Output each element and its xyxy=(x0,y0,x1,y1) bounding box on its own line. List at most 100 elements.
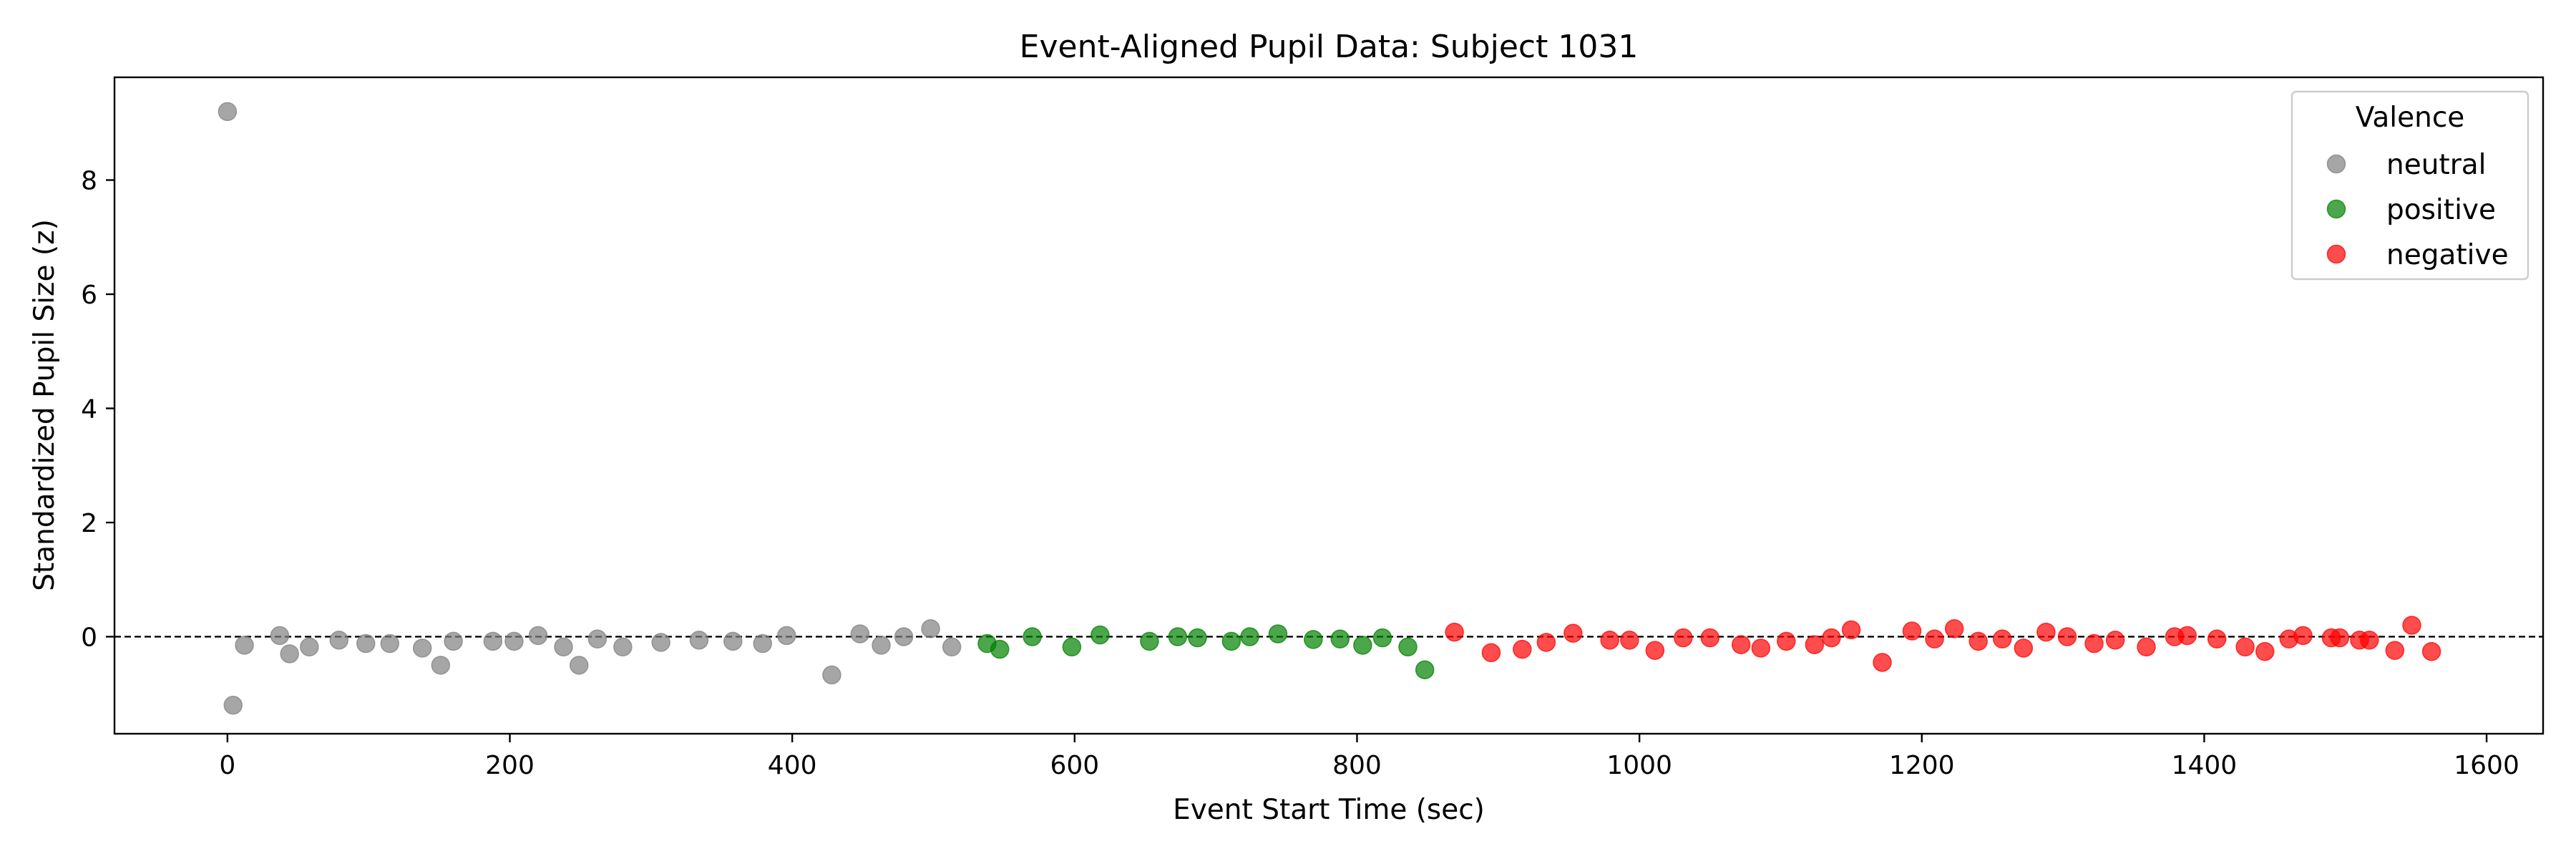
data-point-negative xyxy=(2105,630,2125,650)
data-point-negative xyxy=(1645,641,1665,660)
data-point-neutral xyxy=(444,631,463,651)
data-point-positive xyxy=(1023,627,1042,646)
data-point-negative xyxy=(1841,620,1861,640)
data-point-negative xyxy=(2235,637,2255,657)
data-point-neutral xyxy=(218,102,238,122)
data-point-positive xyxy=(1221,631,1241,651)
data-point-positive xyxy=(1304,630,1323,649)
y-tick-label: 4 xyxy=(81,394,97,424)
data-point-positive xyxy=(1415,660,1435,679)
data-point-negative xyxy=(2402,616,2421,635)
x-tick-label: 800 xyxy=(1332,751,1382,780)
data-point-negative xyxy=(2385,641,2405,660)
data-point-neutral xyxy=(921,619,940,639)
data-point-neutral xyxy=(613,637,633,657)
data-point-positive xyxy=(1168,627,1188,646)
data-point-positive xyxy=(1240,627,1259,646)
data-point-neutral xyxy=(329,630,348,650)
legend-items: neutral positive negative xyxy=(2326,149,2509,271)
data-point-negative xyxy=(2137,637,2156,657)
data-point-negative xyxy=(2014,639,2034,658)
data-point-negative xyxy=(1481,643,1501,663)
legend-label-negative: negative xyxy=(2386,239,2509,271)
data-point-positive xyxy=(990,639,1010,659)
data-point-neutral xyxy=(431,656,451,675)
x-tick-label: 200 xyxy=(485,751,535,780)
data-point-negative xyxy=(1805,635,1825,654)
data-point-negative xyxy=(1700,628,1720,648)
y-tick-label: 8 xyxy=(81,167,97,196)
legend-marker-neutral xyxy=(2326,154,2346,174)
data-point-neutral xyxy=(270,626,290,646)
data-point-neutral xyxy=(235,636,254,655)
data-point-neutral xyxy=(651,633,670,652)
data-point-negative xyxy=(1751,639,1771,658)
data-point-neutral xyxy=(587,629,608,649)
chart-title: Event-Aligned Pupil Data: Subject 1031 xyxy=(1020,29,1639,65)
plot-marks xyxy=(114,102,2543,715)
data-point-negative xyxy=(1968,631,1988,651)
data-point-negative xyxy=(1563,623,1583,643)
data-point-neutral xyxy=(822,665,841,685)
data-point-negative xyxy=(2084,634,2104,654)
data-point-negative xyxy=(1992,629,2012,649)
y-axis: 0 2 4 6 8 xyxy=(81,167,114,652)
legend-title: Valence xyxy=(2356,102,2465,134)
data-point-negative xyxy=(1925,629,1944,649)
legend-marker-positive xyxy=(2326,199,2346,219)
data-point-neutral xyxy=(504,631,524,651)
x-tick-label: 600 xyxy=(1050,751,1099,780)
data-point-negative xyxy=(1731,635,1751,654)
data-point-negative xyxy=(1674,628,1693,648)
data-point-neutral xyxy=(872,636,891,655)
data-point-negative xyxy=(1777,631,1796,651)
data-point-negative xyxy=(1944,619,1964,639)
data-point-neutral xyxy=(380,634,400,654)
data-point-positive xyxy=(1268,624,1288,644)
data-point-negative xyxy=(2207,629,2227,649)
data-point-negative xyxy=(1873,653,1892,672)
x-tick-label: 400 xyxy=(768,751,817,780)
y-axis-label: Standardized Pupil Size (z) xyxy=(29,219,61,591)
data-point-neutral xyxy=(554,637,573,657)
data-point-negative xyxy=(2360,630,2379,650)
data-point-negative xyxy=(2330,628,2350,648)
data-point-neutral xyxy=(850,624,870,644)
legend-marker-negative xyxy=(2326,244,2346,264)
data-point-negative xyxy=(1822,628,1841,648)
data-point-neutral xyxy=(300,637,319,657)
data-point-negative xyxy=(1620,630,1639,650)
y-tick-label: 6 xyxy=(81,281,97,310)
data-point-neutral xyxy=(528,626,548,646)
data-point-positive xyxy=(1330,629,1350,649)
x-tick-label: 1000 xyxy=(1606,751,1672,780)
data-point-negative xyxy=(1600,630,1619,650)
data-point-neutral xyxy=(412,639,432,658)
x-tick-label: 1200 xyxy=(1889,751,1955,780)
data-point-neutral xyxy=(689,630,709,650)
x-axis: 0 200 400 600 800 1000 1200 1400 1600 xyxy=(219,734,2519,780)
data-point-negative xyxy=(1445,622,1464,642)
data-point-neutral xyxy=(723,631,743,651)
x-tick-label: 1400 xyxy=(2172,751,2238,780)
data-point-negative xyxy=(2421,641,2441,661)
data-point-neutral xyxy=(942,637,962,657)
data-point-negative xyxy=(2255,641,2275,661)
x-tick-label: 0 xyxy=(219,751,235,780)
data-point-negative xyxy=(1536,633,1556,652)
y-tick-label: 2 xyxy=(81,509,97,538)
data-point-positive xyxy=(1353,636,1372,655)
data-point-positive xyxy=(1372,628,1392,648)
data-point-positive xyxy=(1188,628,1207,648)
data-point-neutral xyxy=(280,644,299,664)
data-point-neutral xyxy=(483,631,503,651)
x-axis-label: Event Start Time (sec) xyxy=(1173,794,1485,826)
y-tick-label: 0 xyxy=(81,623,97,652)
data-point-positive xyxy=(1398,637,1418,657)
data-point-negative xyxy=(2036,622,2056,642)
data-point-negative xyxy=(2057,627,2077,646)
data-point-positive xyxy=(1062,637,1082,657)
plot-frame xyxy=(113,76,2545,735)
data-point-neutral xyxy=(223,695,243,715)
data-point-neutral xyxy=(356,634,376,654)
